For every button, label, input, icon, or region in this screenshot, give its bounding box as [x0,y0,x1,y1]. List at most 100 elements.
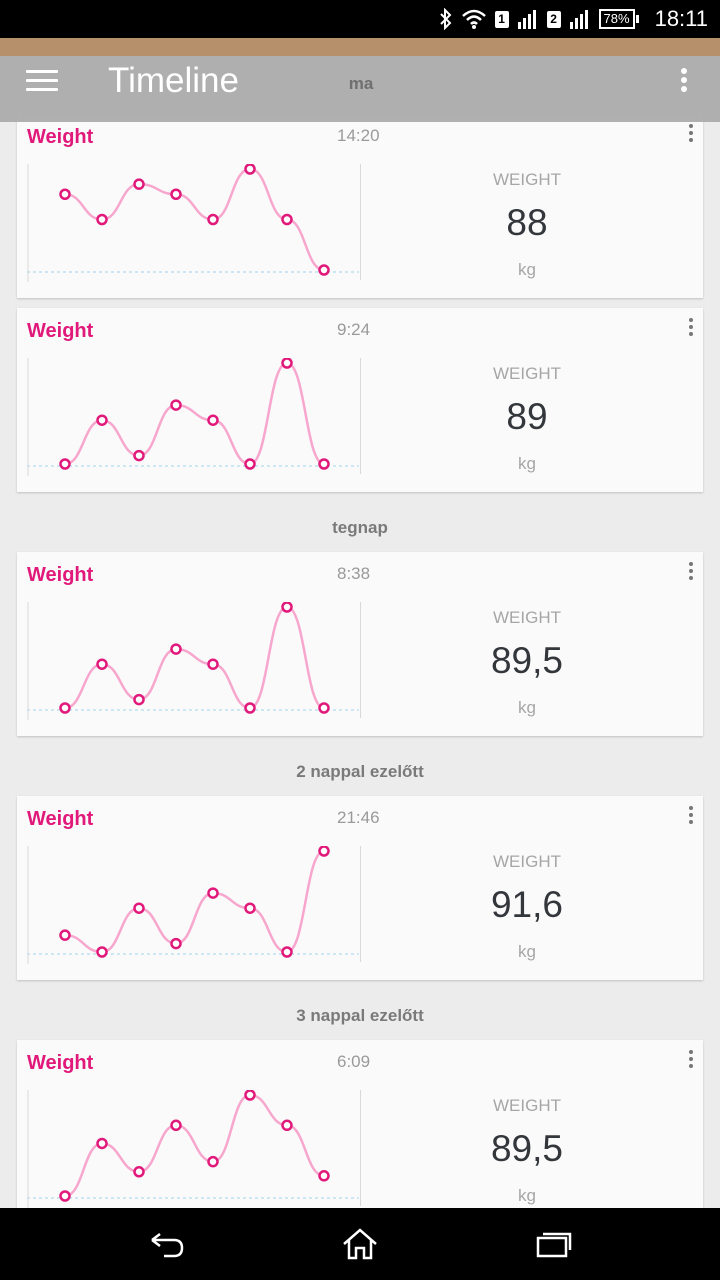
data-point [318,702,330,714]
data-point [59,1190,71,1202]
card-divider [360,164,361,280]
card-label: WEIGHT [493,852,561,871]
card-time: 8:38 [337,564,371,583]
battery-level: 78% [603,11,630,26]
data-point [170,643,182,655]
card-value: 89,5 [490,1128,563,1169]
section-header-3-days: 3 nappal ezelőtt [296,1006,424,1025]
card-title: Weight [27,320,94,342]
card-overflow-icon[interactable] [685,318,697,342]
status-icons: 1 2 78% 18:11 [439,6,708,32]
card-label: WEIGHT [493,1096,561,1115]
data-point [318,846,330,857]
home-icon[interactable] [340,1226,380,1262]
data-point [318,458,330,470]
data-point [281,1119,293,1132]
card-divider [360,1090,361,1206]
trend-line [64,849,325,954]
data-point [96,213,108,226]
data-point [59,929,71,941]
data-point [170,1119,182,1132]
card-time: 21:46 [337,808,380,827]
card-label: WEIGHT [493,364,561,383]
card-time: 9:24 [337,320,371,339]
data-point [96,1137,108,1150]
weight-card[interactable]: Weight 9:24 WEIGHT 89 kg [17,308,703,492]
overflow-menu-icon[interactable] [680,68,688,96]
trend-line [64,605,325,710]
card-time: 14:20 [337,126,380,145]
section-header-today: ma [348,74,374,93]
data-point [318,1170,330,1182]
weight-card[interactable]: Weight 14:20 WEIGHT 88 kg [17,114,703,298]
data-point [244,164,256,175]
data-point [59,458,71,470]
data-point [207,887,219,899]
data-point [133,902,145,914]
card-title: Weight [27,126,94,148]
timeline-list[interactable]: Weight 14:20 WEIGHT 88 kg Weight 9:24 WE… [0,56,720,1208]
data-point [281,358,293,369]
card-title: Weight [27,808,94,830]
card-overflow-icon[interactable] [685,562,697,586]
sim1-badge: 1 [494,10,509,28]
app-bar: Timeline ma [0,56,720,122]
page-title: Timeline [108,61,239,100]
hamburger-menu-icon[interactable] [26,70,58,92]
weight-trend-chart [27,602,359,720]
data-point [244,458,256,470]
sim2-badge: 2 [546,10,561,28]
data-point [133,449,145,462]
card-divider [360,846,361,962]
data-point [207,658,219,670]
card-overflow-icon[interactable] [685,806,697,830]
recents-icon[interactable] [534,1226,574,1262]
weight-card[interactable]: Weight 6:09 WEIGHT 89,5 kg [17,1040,703,1208]
data-point [170,937,182,950]
card-value: 91,6 [490,884,563,925]
card-value: 88 [506,202,548,243]
signal-icon [517,10,536,29]
data-point [281,213,293,226]
card-value: 89 [506,396,548,437]
card-unit: kg [518,698,536,717]
weight-trend-chart [27,164,359,282]
data-point [281,602,293,613]
data-point [59,702,71,714]
signal-icon [569,10,588,29]
weight-card[interactable]: Weight 8:38 WEIGHT 89,5 kg [17,552,703,736]
card-title: Weight [27,1052,94,1074]
card-unit: kg [518,454,536,473]
card-unit: kg [518,942,536,961]
card-unit: kg [518,260,536,279]
card-divider [360,358,361,474]
data-point [170,399,182,411]
data-point [244,702,256,714]
data-point [59,188,71,200]
card-unit: kg [518,1186,536,1205]
data-point [318,264,330,276]
data-point [244,902,256,914]
card-overflow-icon[interactable] [685,1050,697,1074]
data-point [133,693,145,706]
data-point [207,1155,219,1168]
data-point [133,1166,145,1178]
card-title: Weight [27,564,94,586]
data-point [96,658,108,670]
bluetooth-icon [439,8,451,30]
trend-line [64,361,325,466]
weight-card[interactable]: Weight 21:46 WEIGHT 91,6 kg [17,796,703,980]
card-value: 89,5 [490,640,563,681]
status-time: 18:11 [654,6,708,31]
data-point [207,213,219,226]
weight-trend-chart [27,846,359,964]
card-overflow-icon[interactable] [685,124,697,148]
card-label: WEIGHT [493,608,561,627]
back-icon[interactable] [146,1226,186,1262]
battery-icon: 78% [598,9,639,29]
data-point [96,946,108,958]
card-time: 6:09 [337,1052,371,1071]
section-header-yesterday: tegnap [332,518,388,537]
weight-trend-chart [27,358,359,476]
data-point [244,1090,256,1101]
